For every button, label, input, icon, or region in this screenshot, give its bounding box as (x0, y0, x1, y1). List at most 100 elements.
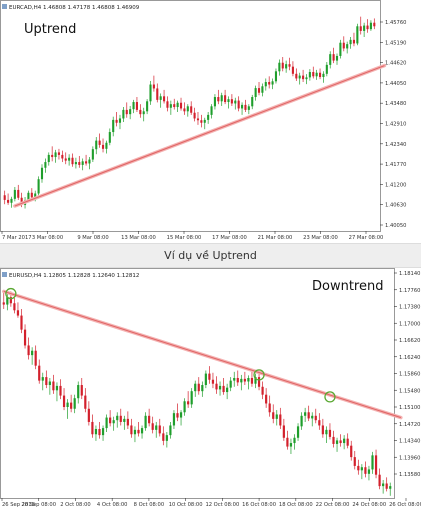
candle (305, 74, 308, 85)
candle (346, 433, 349, 449)
candle (98, 133, 101, 148)
candle (353, 450, 356, 470)
candle (48, 377, 51, 395)
candle (389, 482, 392, 496)
candle (371, 451, 374, 474)
candle (335, 53, 339, 65)
candle (144, 412, 147, 431)
y-tick-label: 1.45190 (385, 40, 406, 46)
touch-point-circle (324, 391, 336, 403)
candle (7, 193, 10, 205)
candle (126, 411, 129, 429)
candle (118, 114, 122, 130)
candle (41, 372, 44, 391)
candle (321, 418, 324, 438)
candle (163, 89, 166, 104)
candle (173, 98, 176, 110)
uptrend-chart-panel: EURCAD,H4 1.46808 1.47178 1.46808 1.4690… (0, 0, 421, 243)
candle (210, 104, 213, 119)
candle (162, 426, 165, 446)
candle (140, 425, 144, 439)
candle (16, 302, 20, 318)
x-tick-label: 26 Oct 08:00 (389, 502, 421, 508)
candle (31, 347, 34, 365)
candle (203, 117, 206, 130)
candle (169, 100, 172, 115)
candle (343, 435, 346, 450)
candle (201, 381, 204, 397)
x-tick-label: 12 Oct 08:00 (205, 502, 239, 508)
candle (115, 112, 118, 127)
candle (190, 388, 193, 408)
chart-header: EURUSD,H4 1.12805 1.12828 1.12640 1.1281… (9, 273, 139, 279)
candle (55, 382, 59, 402)
candle (64, 152, 67, 165)
y-tick-label: 1.44620 (385, 61, 406, 67)
chart-header: EURCAD,H4 1.46808 1.47178 1.46808 1.4690… (9, 5, 140, 11)
candle (257, 82, 261, 96)
candle (73, 394, 76, 414)
y-tick-label: 1.13580 (399, 472, 420, 478)
candle (325, 426, 328, 444)
x-tick-label: 21 Mar 08:00 (258, 235, 293, 241)
candle (119, 408, 122, 426)
candle (356, 23, 359, 46)
candle (186, 104, 189, 117)
candle (272, 404, 275, 424)
candle (322, 71, 325, 83)
y-tick-label: 1.40630 (385, 203, 406, 209)
candle (233, 371, 236, 387)
candle (2, 292, 5, 309)
candle (183, 102, 186, 115)
plot-frame (0, 268, 395, 499)
candle (328, 423, 332, 440)
candle (229, 377, 232, 392)
candle (84, 388, 87, 413)
candle (190, 101, 193, 115)
x-tick-label: 28 Sep 08:00 (21, 502, 56, 508)
candle (274, 68, 278, 84)
y-tick-label: 1.17380 (399, 305, 420, 311)
y-tick-label: 1.16620 (399, 338, 420, 344)
candle (176, 403, 179, 422)
uptrend-chart: EURCAD,H4 1.46808 1.47178 1.46808 1.4690… (0, 0, 406, 241)
y-tick-label: 1.44050 (385, 81, 406, 87)
candle (112, 416, 115, 431)
candle (220, 92, 223, 106)
candle (286, 430, 289, 450)
candle (332, 47, 335, 64)
x-tick-label: 27 Mar 08:00 (349, 235, 384, 241)
x-tick-label: 9 Mar 08:00 (77, 235, 108, 241)
x-tick-label: 18 Oct 08:00 (279, 502, 313, 508)
candle (109, 410, 112, 427)
candle (200, 114, 203, 128)
candle (339, 39, 342, 59)
candle (318, 413, 321, 430)
candle (122, 107, 125, 123)
candle (315, 69, 318, 80)
y-tick-label: 1.17760 (399, 288, 420, 294)
candle (240, 374, 243, 391)
candle (149, 80, 152, 105)
candle (237, 96, 240, 112)
candle (325, 62, 328, 77)
candle (116, 412, 119, 428)
candle (357, 459, 360, 475)
candle (159, 93, 162, 108)
trendline (14, 65, 385, 207)
x-tick-label: 13 Mar 08:00 (121, 235, 156, 241)
candle (148, 408, 151, 427)
candle (183, 398, 186, 416)
candle (135, 97, 138, 113)
candle (207, 112, 210, 124)
x-tick-label: 17 Mar 08:00 (212, 235, 247, 241)
candle (359, 16, 362, 35)
candle (54, 149, 57, 163)
candle (179, 97, 183, 111)
candle (308, 69, 311, 81)
candle (243, 371, 246, 386)
candle (80, 377, 83, 400)
trend-label: Downtrend (312, 279, 383, 294)
candle (176, 100, 179, 113)
candle (271, 78, 274, 90)
